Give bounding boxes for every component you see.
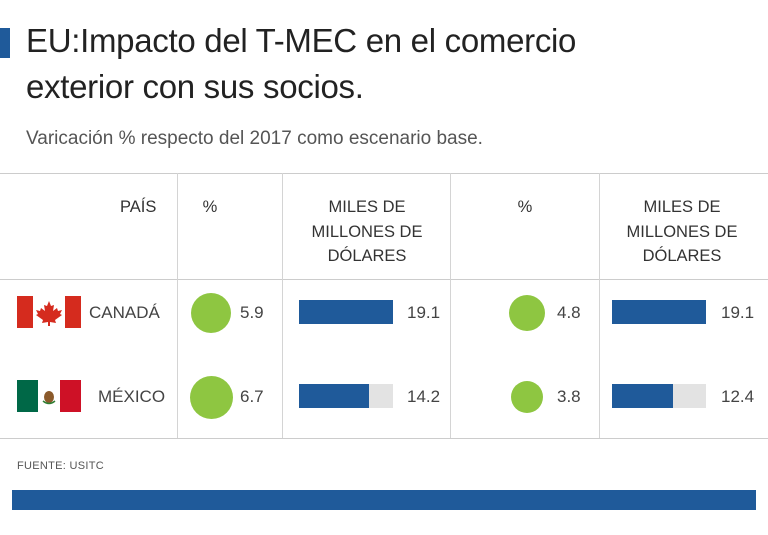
header-percent-2: % (517, 198, 533, 216)
title-marker (0, 28, 10, 58)
usd2-bar (612, 300, 706, 324)
title-line-1: EU:Impacto del T-MEC en el comercio (26, 22, 577, 59)
header-usd-2: MILES DE MILLONES DE DÓLARES (607, 195, 757, 269)
pct2-circle (508, 294, 546, 332)
country-label: CANADÁ (89, 303, 160, 322)
pct1-label: 5.9 (240, 303, 264, 322)
source-note: FUENTE: USITC (17, 460, 105, 472)
usd2-bar-track (612, 384, 706, 408)
header-usd-2-line: MILLONES DE (626, 222, 738, 241)
usd1-label: 14.2 (407, 387, 441, 406)
header-rule (0, 279, 768, 280)
mexico-flag (17, 380, 81, 412)
usd1-bar (299, 384, 369, 408)
column-divider (177, 173, 178, 438)
header-usd-1-line: DÓLARES (327, 247, 407, 265)
usd2-bar-track (612, 300, 706, 324)
header-usd-2-line: DÓLARES (642, 247, 722, 265)
pct1-label: 6.7 (240, 387, 264, 406)
column-divider (599, 173, 600, 438)
pct1-circle (190, 292, 232, 334)
column-divider (450, 173, 451, 438)
chart-title: EU:Impacto del T-MEC en el comercio exte… (26, 18, 746, 110)
pct2-label: 3.8 (557, 387, 581, 406)
header-percent-1: % (202, 198, 218, 216)
usd1-bar (299, 300, 393, 324)
header-usd-1: MILES DE MILLONES DE DÓLARES (292, 195, 442, 269)
header-usd-2-line: MILES DE (643, 198, 721, 216)
chart-subtitle: Varicación % respecto del 2017 como esce… (26, 128, 483, 149)
canada-flag (17, 296, 81, 328)
country-label: MÉXICO (98, 387, 166, 406)
data-table: PAÍS % MILES DE MILLONES DE DÓLARES % MI… (0, 173, 768, 439)
column-divider (282, 173, 283, 438)
usd1-bar-track (299, 384, 393, 408)
usd1-bar-track (299, 300, 393, 324)
header-usd-1-line: MILLONES DE (311, 222, 423, 241)
pct2-label: 4.8 (557, 303, 581, 322)
pct1-circle (189, 375, 233, 419)
bottom-band (12, 490, 756, 510)
usd2-bar (612, 384, 674, 408)
table-bottom-rule (0, 438, 768, 439)
header-pais: PAÍS (120, 198, 157, 216)
header-usd-1-line: MILES DE (328, 198, 406, 216)
pct2-circle (510, 380, 544, 414)
usd2-label: 19.1 (721, 303, 755, 322)
usd2-label: 12.4 (721, 387, 755, 406)
table-top-rule (0, 173, 768, 174)
usd1-label: 19.1 (407, 303, 441, 322)
title-line-2: exterior con sus socios. (26, 68, 364, 105)
